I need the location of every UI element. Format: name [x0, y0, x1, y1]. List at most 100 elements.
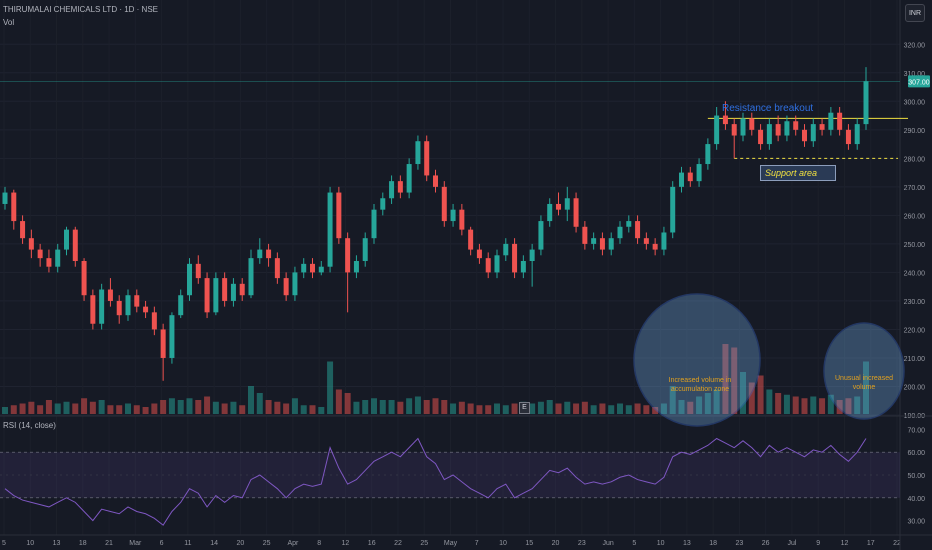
volume-bar — [775, 393, 782, 414]
volume-bar — [669, 386, 676, 414]
volume-bar — [696, 396, 703, 414]
volume-bar — [458, 401, 465, 414]
time-tick-label: 5 — [632, 540, 636, 547]
volume-bar — [186, 398, 193, 414]
volume-bar — [678, 400, 685, 414]
volume-bar — [757, 375, 764, 414]
candle-body — [731, 124, 737, 136]
candle-body — [494, 255, 500, 273]
candle-body — [556, 203, 561, 210]
volume-bar — [836, 400, 843, 414]
volume-bar — [353, 401, 360, 414]
candle-body — [766, 124, 772, 145]
candle-body — [20, 221, 26, 239]
price-tick-label: 240.00 — [904, 270, 926, 277]
volume-bar — [406, 398, 413, 414]
volume-bar — [494, 403, 500, 414]
candle-body — [222, 278, 228, 301]
time-tick-label: 18 — [79, 540, 87, 547]
candle-body — [485, 258, 491, 273]
candle-body — [749, 118, 755, 130]
volume-bar — [476, 405, 483, 414]
volume-bar — [89, 401, 96, 414]
volume-bar — [81, 398, 88, 414]
candle-body — [169, 315, 175, 358]
candle-body — [301, 263, 307, 273]
volume-bar — [10, 405, 17, 414]
candle-body — [99, 289, 105, 324]
time-tick-label: 13 — [683, 540, 691, 547]
candle-body — [90, 295, 96, 324]
volume-bar — [248, 386, 254, 414]
volume-bar — [854, 396, 861, 414]
currency-button[interactable]: INR — [905, 4, 925, 22]
time-tick-label: May — [444, 540, 458, 547]
time-tick-label: 22 — [893, 540, 901, 547]
candle-body — [327, 192, 333, 267]
volume-bar — [256, 393, 263, 414]
time-tick-label: 18 — [709, 540, 717, 547]
candle-body — [547, 203, 553, 222]
volume-bar — [72, 403, 79, 414]
candle-body — [802, 129, 807, 142]
volume-bar — [801, 398, 808, 414]
time-tick-label: 11 — [184, 540, 191, 547]
time-tick-label: Jun — [602, 540, 613, 547]
volume-highlight-ellipse — [633, 293, 761, 427]
volume-bar — [177, 400, 184, 414]
volume-annotation-1: Increased volume in accumulation zone — [668, 377, 732, 393]
candle-body — [626, 221, 632, 227]
candle-body — [696, 164, 702, 182]
candle-body — [125, 295, 131, 316]
volume-bar — [529, 403, 536, 414]
candle-body — [2, 192, 8, 204]
volume-bar — [564, 401, 571, 414]
candle-body — [564, 198, 570, 210]
volume-bar — [318, 407, 325, 414]
rsi-tick-label: 30.00 — [907, 519, 925, 526]
volume-bar — [151, 403, 158, 414]
candle-body — [151, 312, 157, 330]
volume-bar — [546, 400, 553, 414]
candle-body — [389, 181, 395, 199]
volume-bar — [335, 389, 342, 414]
volume-bar — [687, 401, 694, 414]
candle-body — [476, 249, 482, 259]
candle-body — [705, 144, 711, 165]
price-tick-label: 280.00 — [904, 156, 926, 163]
volume-bar — [625, 405, 632, 414]
volume-bar — [160, 400, 167, 414]
volume-bar — [432, 398, 439, 414]
time-tick-label: 25 — [420, 540, 428, 547]
volume-bar — [28, 401, 35, 414]
time-tick-label: 13 — [53, 540, 61, 547]
candle-body — [11, 192, 17, 222]
candle-body — [635, 221, 641, 239]
candle-body — [81, 261, 87, 296]
time-tick-label: 21 — [105, 540, 113, 547]
candle-body — [143, 306, 149, 313]
rsi-tick-label: 50.00 — [907, 473, 925, 480]
volume-bar — [450, 403, 457, 414]
volume-bar — [819, 398, 826, 414]
candle-body — [55, 249, 61, 267]
volume-bar — [362, 400, 369, 414]
volume-bar — [379, 400, 386, 414]
volume-bar — [748, 382, 755, 414]
candle-body — [28, 238, 34, 250]
volume-bar — [98, 400, 105, 414]
time-tick-label: 26 — [762, 540, 770, 547]
volume-bar — [537, 401, 544, 414]
candle-body — [239, 283, 245, 296]
volume-bar — [511, 403, 518, 414]
price-tick-label: 250.00 — [904, 242, 926, 249]
last-price-badge — [908, 75, 930, 88]
candle-body — [854, 124, 860, 145]
candle-body — [775, 124, 781, 136]
time-tick-label: Apr — [287, 540, 299, 547]
price-tick-label: 290.00 — [904, 128, 926, 135]
earnings-marker[interactable]: E — [519, 402, 530, 414]
volume-bar — [327, 361, 334, 414]
time-tick-label: Jul — [787, 540, 796, 547]
